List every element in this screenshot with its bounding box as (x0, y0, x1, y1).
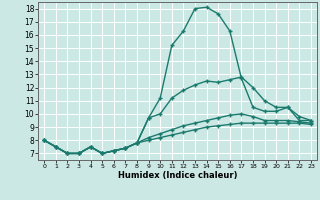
X-axis label: Humidex (Indice chaleur): Humidex (Indice chaleur) (118, 171, 237, 180)
